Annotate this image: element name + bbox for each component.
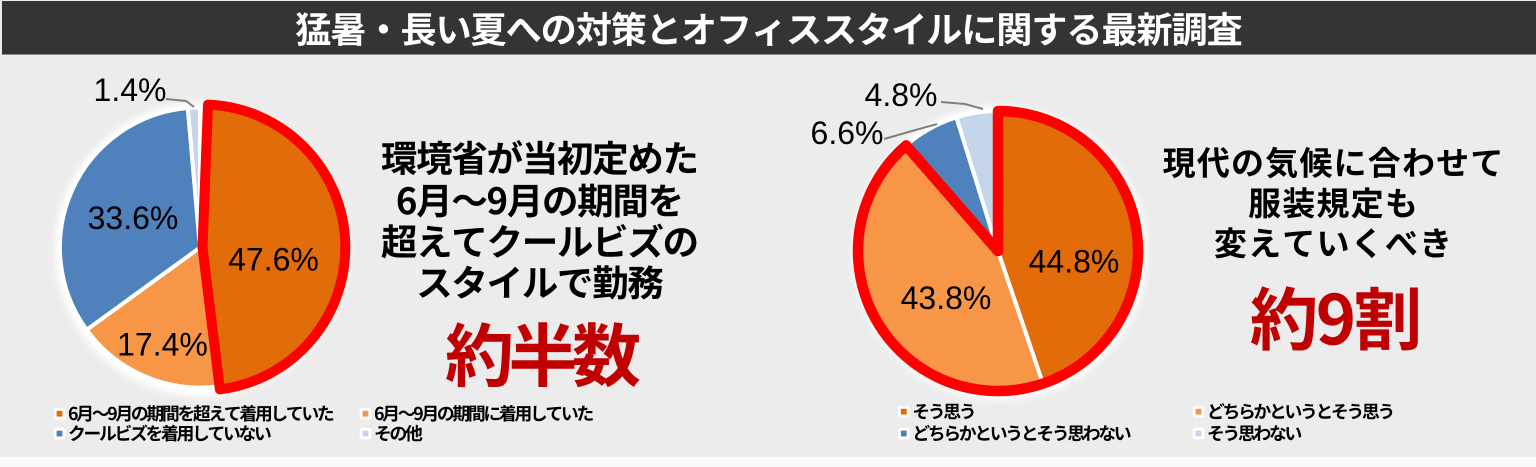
svg-text:6.6%: 6.6% bbox=[811, 115, 884, 151]
svg-text:1.4%: 1.4% bbox=[94, 72, 167, 108]
svg-text:4.8%: 4.8% bbox=[865, 77, 938, 113]
svg-text:47.6%: 47.6% bbox=[228, 242, 319, 278]
svg-text:44.8%: 44.8% bbox=[1029, 244, 1120, 280]
svg-text:33.6%: 33.6% bbox=[88, 200, 179, 236]
svg-text:17.4%: 17.4% bbox=[117, 327, 208, 363]
svg-text:43.8%: 43.8% bbox=[901, 280, 992, 316]
